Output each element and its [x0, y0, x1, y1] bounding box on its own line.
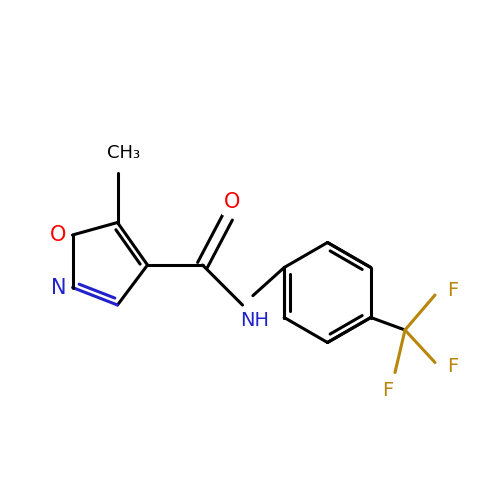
Text: O: O [224, 192, 240, 212]
Text: O: O [50, 225, 66, 245]
Text: NH: NH [240, 312, 270, 330]
Text: F: F [382, 382, 393, 400]
Text: N: N [51, 278, 66, 297]
Text: CH₃: CH₃ [107, 144, 140, 162]
Text: F: F [447, 356, 458, 376]
Text: F: F [447, 280, 458, 299]
